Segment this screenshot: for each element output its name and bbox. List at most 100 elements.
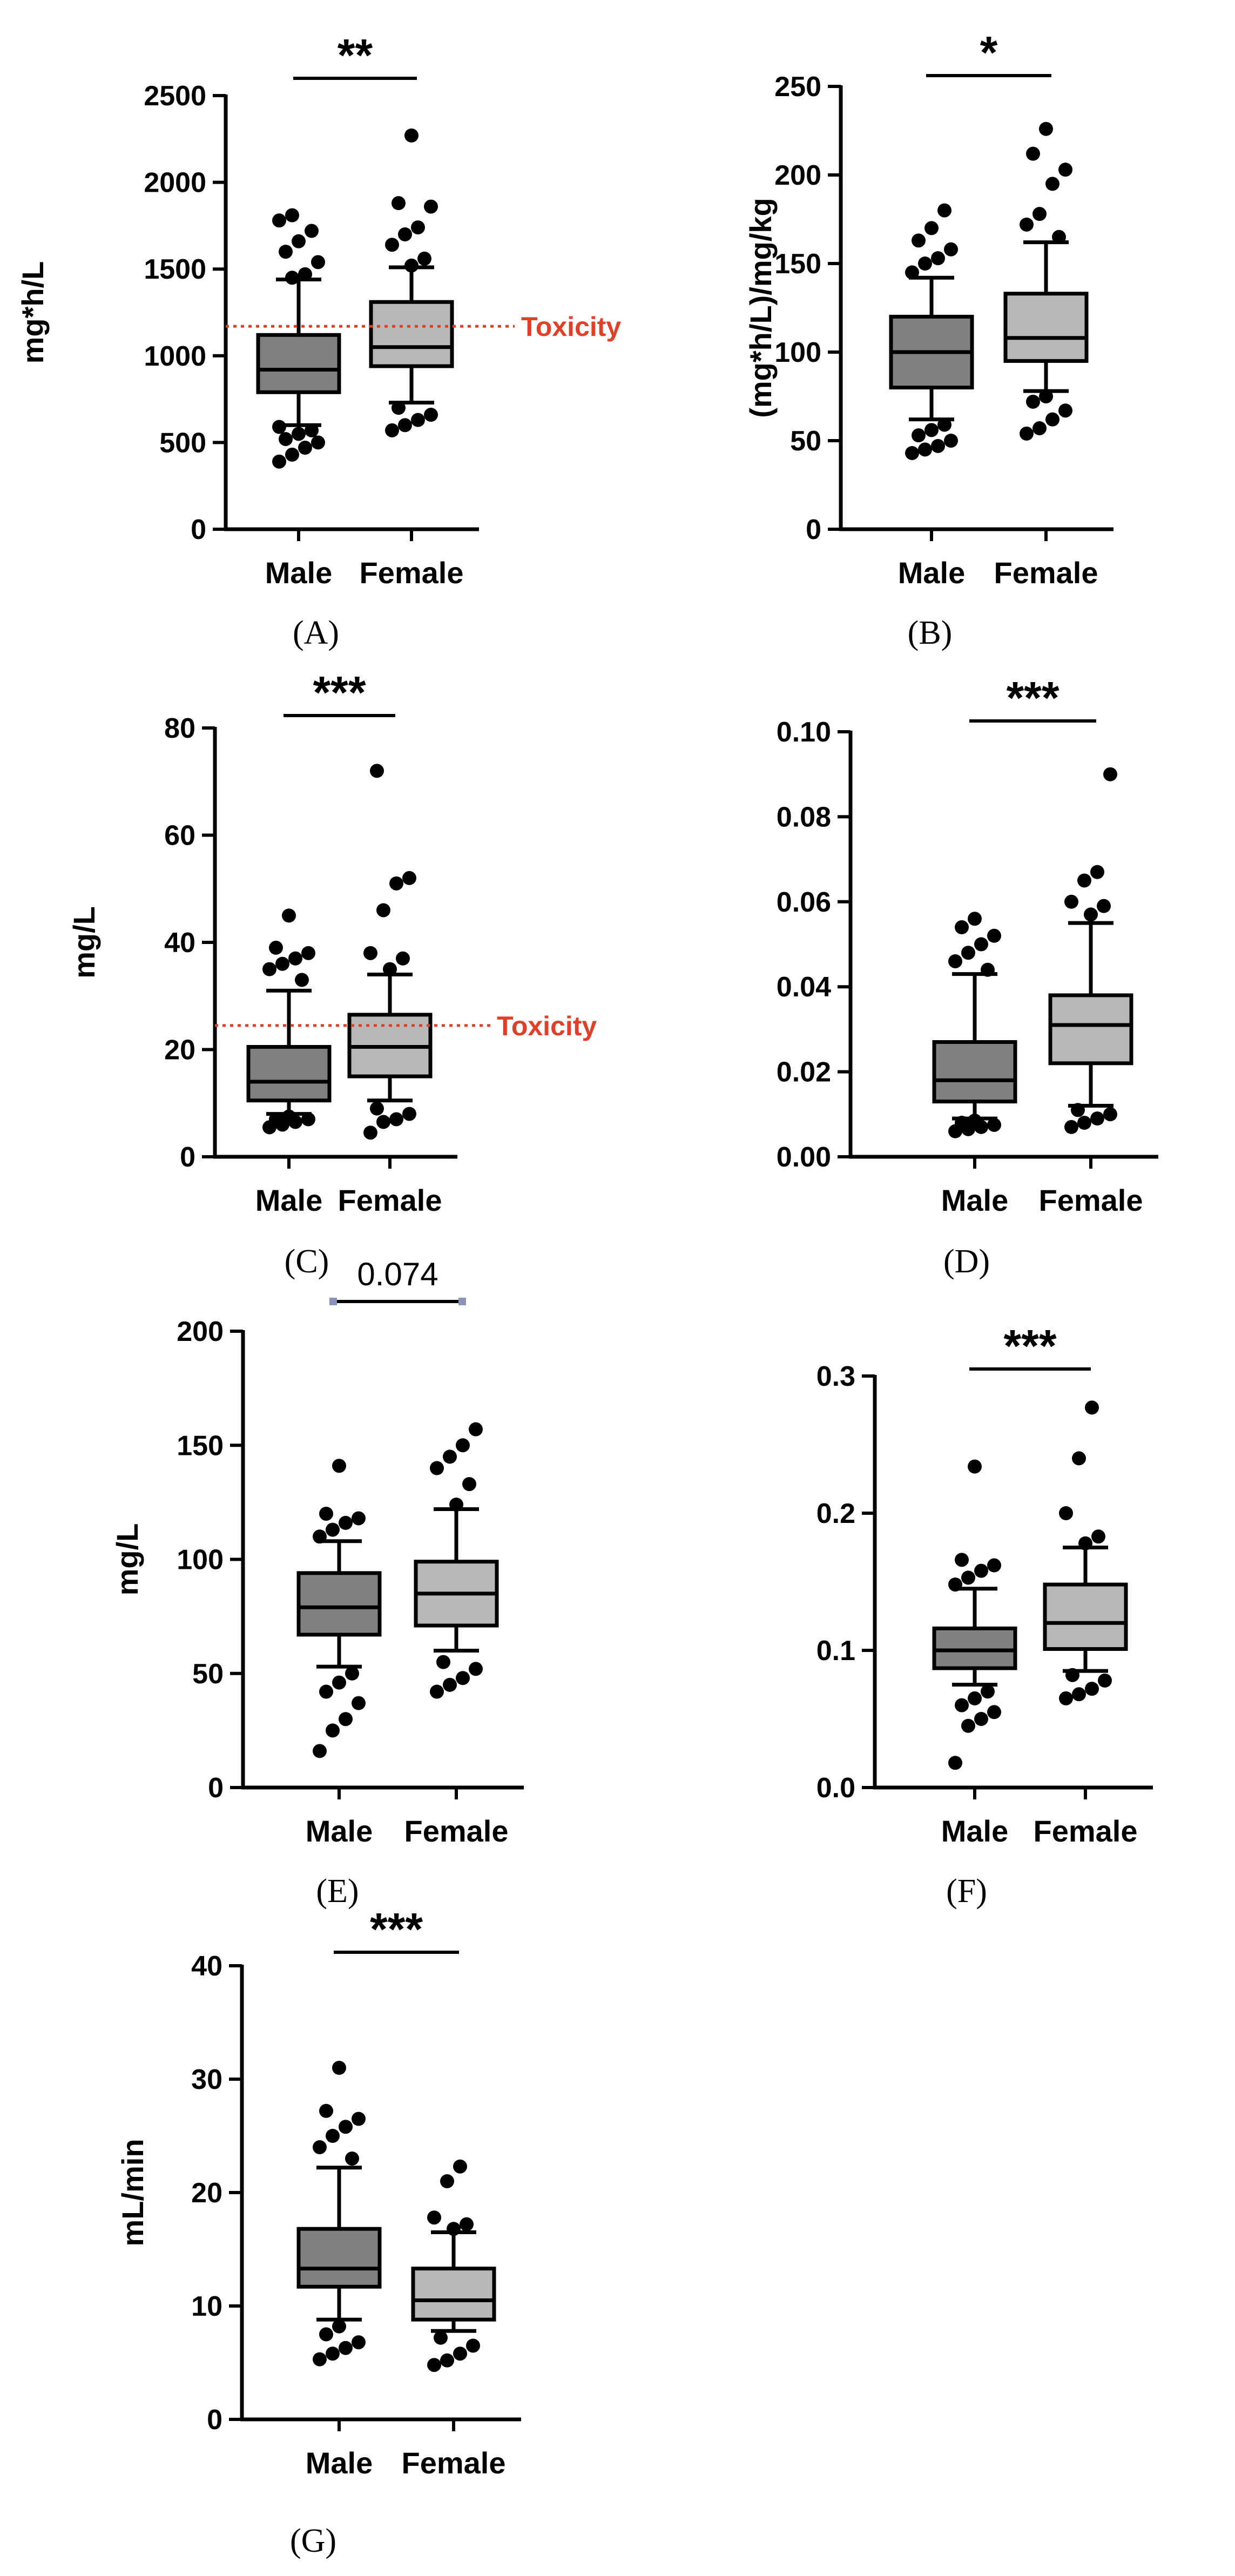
outlier-point	[424, 199, 438, 214]
panel-e: 0 50 100 150 200 Male Female mg/L 0.074 (E)	[110, 1256, 524, 1910]
outlier-point	[1026, 394, 1040, 409]
outlier-point	[383, 962, 397, 976]
outlier-point	[453, 2346, 467, 2361]
outlier-point	[434, 2330, 448, 2345]
outlier-point	[288, 951, 302, 966]
outlier-point	[305, 423, 319, 437]
y-tick-label: 40	[164, 927, 195, 959]
outlier-point	[1085, 1400, 1099, 1415]
significance-label: ***	[313, 667, 366, 718]
panel-label: (A)	[293, 615, 339, 651]
outlier-point	[1032, 207, 1047, 221]
outlier-point	[424, 408, 438, 422]
outlier-point	[1103, 767, 1117, 781]
outlier-point	[326, 2129, 340, 2143]
outlier-point	[311, 255, 325, 269]
outlier-point	[279, 431, 293, 446]
significance-label: **	[338, 30, 373, 80]
box-iqr	[932, 1626, 1017, 1670]
y-tick-label: 0	[191, 514, 206, 545]
outlier-point	[339, 2120, 353, 2134]
outlier-point	[326, 1522, 340, 1537]
x-category-label: Male	[941, 1183, 1009, 1217]
outlier-point	[1052, 230, 1066, 244]
outlier-point	[1039, 122, 1053, 136]
outlier-point	[319, 1684, 333, 1699]
box-female	[1043, 1400, 1128, 1705]
outlier-point	[974, 1563, 988, 1578]
panel-g: 0 10 20 30 40 Male Female mL/min *** (G)	[116, 1904, 521, 2559]
outlier-point	[462, 1477, 476, 1492]
outlier-point	[443, 1677, 457, 1692]
outlier-point	[981, 1684, 995, 1699]
box-female	[414, 1422, 499, 1699]
outlier-point	[905, 265, 919, 280]
outlier-point	[955, 1116, 969, 1130]
outlier-point	[1020, 426, 1034, 441]
outlier-point	[313, 1744, 327, 1758]
outlier-point	[1065, 1668, 1079, 1682]
outlier-point	[905, 446, 919, 460]
x-category-label: Female	[1034, 1814, 1138, 1848]
outlier-point	[272, 420, 286, 434]
y-tick-label: 2500	[144, 80, 206, 112]
panel-label: (D)	[943, 1243, 990, 1280]
outlier-point	[292, 234, 306, 248]
box-male	[296, 2061, 382, 2366]
y-tick-label: 20	[164, 1035, 195, 1066]
box-male	[932, 912, 1017, 1138]
outlier-point	[1091, 1529, 1105, 1544]
outlier-point	[402, 1107, 416, 1121]
outlier-point	[1071, 1103, 1085, 1117]
outlier-point	[404, 258, 419, 273]
significance-bar-endcap	[329, 1298, 337, 1305]
x-category-label: Male	[306, 2446, 373, 2480]
outlier-point	[918, 257, 932, 271]
outlier-point	[298, 267, 312, 281]
outlier-point	[1072, 1451, 1086, 1466]
y-tick-label: 0.02	[777, 1057, 831, 1088]
outlier-point	[363, 946, 377, 960]
outlier-point	[345, 1666, 359, 1681]
outlier-point	[955, 1553, 969, 1567]
y-tick-label: 50	[790, 426, 821, 457]
y-tick-label: 200	[774, 160, 821, 191]
box-iqr	[246, 1045, 332, 1103]
panel-label: (B)	[908, 615, 953, 651]
outlier-point	[1039, 389, 1053, 403]
outlier-point	[987, 1117, 1001, 1132]
x-category-label: Male	[941, 1814, 1009, 1848]
outlier-point	[460, 2217, 474, 2231]
outlier-point	[1097, 899, 1111, 913]
outlier-point	[279, 245, 293, 259]
box-iqr	[1048, 993, 1133, 1066]
outlier-point	[968, 1691, 982, 1705]
outlier-point	[352, 1696, 366, 1710]
x-category-label: Female	[338, 1183, 442, 1217]
y-tick-label: 30	[191, 2064, 222, 2095]
box-iqr	[1043, 1582, 1128, 1651]
box-iqr	[1003, 292, 1089, 363]
outlier-point	[319, 2327, 333, 2342]
outlier-point	[968, 1114, 982, 1128]
outlier-point	[924, 423, 939, 437]
y-axis-title: mL/min	[116, 2139, 150, 2246]
outlier-point	[398, 418, 412, 433]
outlier-point	[944, 434, 958, 448]
outlier-point	[282, 1109, 296, 1124]
outlier-point	[430, 1461, 444, 1475]
outlier-point	[1103, 1107, 1117, 1122]
outlier-point	[417, 251, 431, 266]
significance-label: ***	[370, 1904, 423, 1954]
y-tick-label: 0	[180, 1142, 195, 1173]
box-iqr	[296, 1571, 382, 1637]
y-tick-label: 50	[192, 1658, 224, 1690]
outlier-point	[987, 1705, 1001, 1719]
x-category-label: Male	[255, 1183, 323, 1217]
outlier-point	[974, 1712, 988, 1726]
outlier-point	[469, 1662, 483, 1676]
outlier-point	[332, 2061, 346, 2075]
outlier-point	[272, 213, 286, 228]
y-tick-label: 150	[774, 248, 821, 280]
box-male	[296, 1459, 382, 1758]
